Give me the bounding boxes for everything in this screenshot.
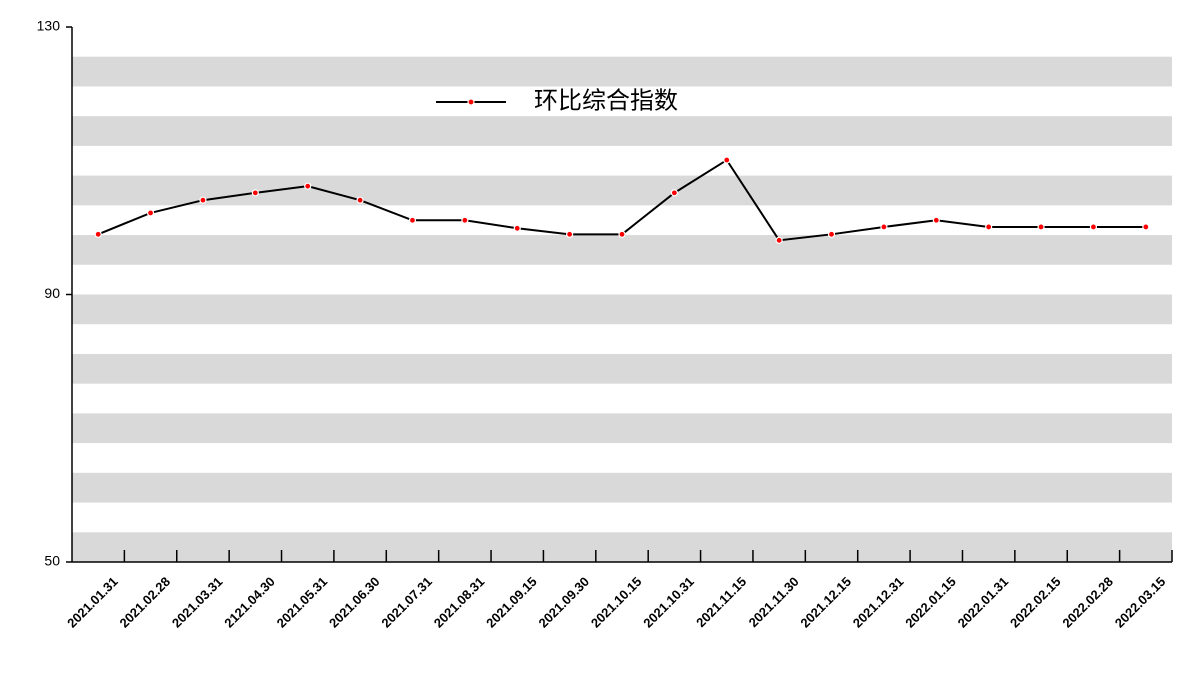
x-tick-label: 2021.09.15 bbox=[483, 574, 540, 631]
x-tick-label: 2021.08.31 bbox=[431, 574, 488, 631]
marker bbox=[618, 230, 626, 238]
marker bbox=[880, 223, 888, 231]
stripe bbox=[72, 56, 1172, 87]
x-tick-label: 2022.03.15 bbox=[1112, 574, 1169, 631]
x-tick-label: 2021.11.15 bbox=[693, 574, 749, 630]
marker bbox=[932, 216, 940, 224]
marker bbox=[94, 230, 102, 238]
stripe bbox=[72, 175, 1172, 206]
marker bbox=[461, 216, 469, 224]
x-tick-label: 2021.10.15 bbox=[588, 574, 645, 631]
marker bbox=[146, 209, 155, 217]
marker bbox=[566, 230, 574, 238]
x-tick-label: 2022.02.15 bbox=[1007, 574, 1064, 631]
marker bbox=[827, 230, 836, 238]
stripe bbox=[72, 532, 1172, 562]
x-tick-label: 2021.07.31 bbox=[378, 574, 435, 631]
stripe bbox=[72, 472, 1172, 503]
marker bbox=[1089, 223, 1098, 231]
marker bbox=[985, 223, 993, 231]
marker bbox=[408, 216, 417, 224]
x-tick-label: 2121.04.30 bbox=[221, 574, 278, 631]
x-tick-label: 2022.01.31 bbox=[955, 574, 1012, 631]
x-tick-label: 2021.09.30 bbox=[536, 574, 593, 631]
stripe bbox=[72, 353, 1172, 384]
x-tick-label: 2021.02.28 bbox=[116, 574, 173, 631]
x-tick-label: 2021.05.31 bbox=[274, 574, 331, 631]
x-tick-label: 2022.02.28 bbox=[1059, 574, 1116, 631]
x-tick-label: 2021.10.31 bbox=[640, 574, 697, 631]
marker bbox=[304, 182, 312, 190]
y-tick-label: 90 bbox=[44, 285, 60, 301]
marker bbox=[251, 189, 259, 197]
marker bbox=[1142, 223, 1150, 231]
stripe bbox=[72, 294, 1172, 325]
marker bbox=[723, 156, 731, 164]
marker bbox=[775, 236, 783, 244]
x-tick-label: 2021.12.31 bbox=[850, 574, 907, 631]
stripe bbox=[72, 116, 1172, 146]
marker bbox=[199, 196, 207, 204]
x-tick-label: 2021.12.15 bbox=[797, 574, 854, 631]
marker bbox=[1037, 223, 1045, 231]
x-tick-label: 2021.01.31 bbox=[64, 574, 121, 631]
x-tick-label: 2022.01.15 bbox=[902, 574, 959, 631]
legend-marker bbox=[467, 98, 475, 106]
x-tick-label: 2021.11.30 bbox=[746, 574, 802, 630]
marker bbox=[356, 196, 364, 204]
x-tick-label: 2021.06.30 bbox=[326, 574, 383, 631]
stripe bbox=[72, 413, 1172, 444]
y-tick-label: 130 bbox=[37, 18, 61, 34]
y-tick-label: 50 bbox=[44, 553, 60, 569]
marker bbox=[513, 224, 521, 232]
marker bbox=[670, 189, 678, 197]
legend-label: 环比综合指数 bbox=[534, 87, 678, 114]
x-tick-label: 2021.03.31 bbox=[169, 574, 226, 631]
stripe bbox=[72, 235, 1172, 265]
